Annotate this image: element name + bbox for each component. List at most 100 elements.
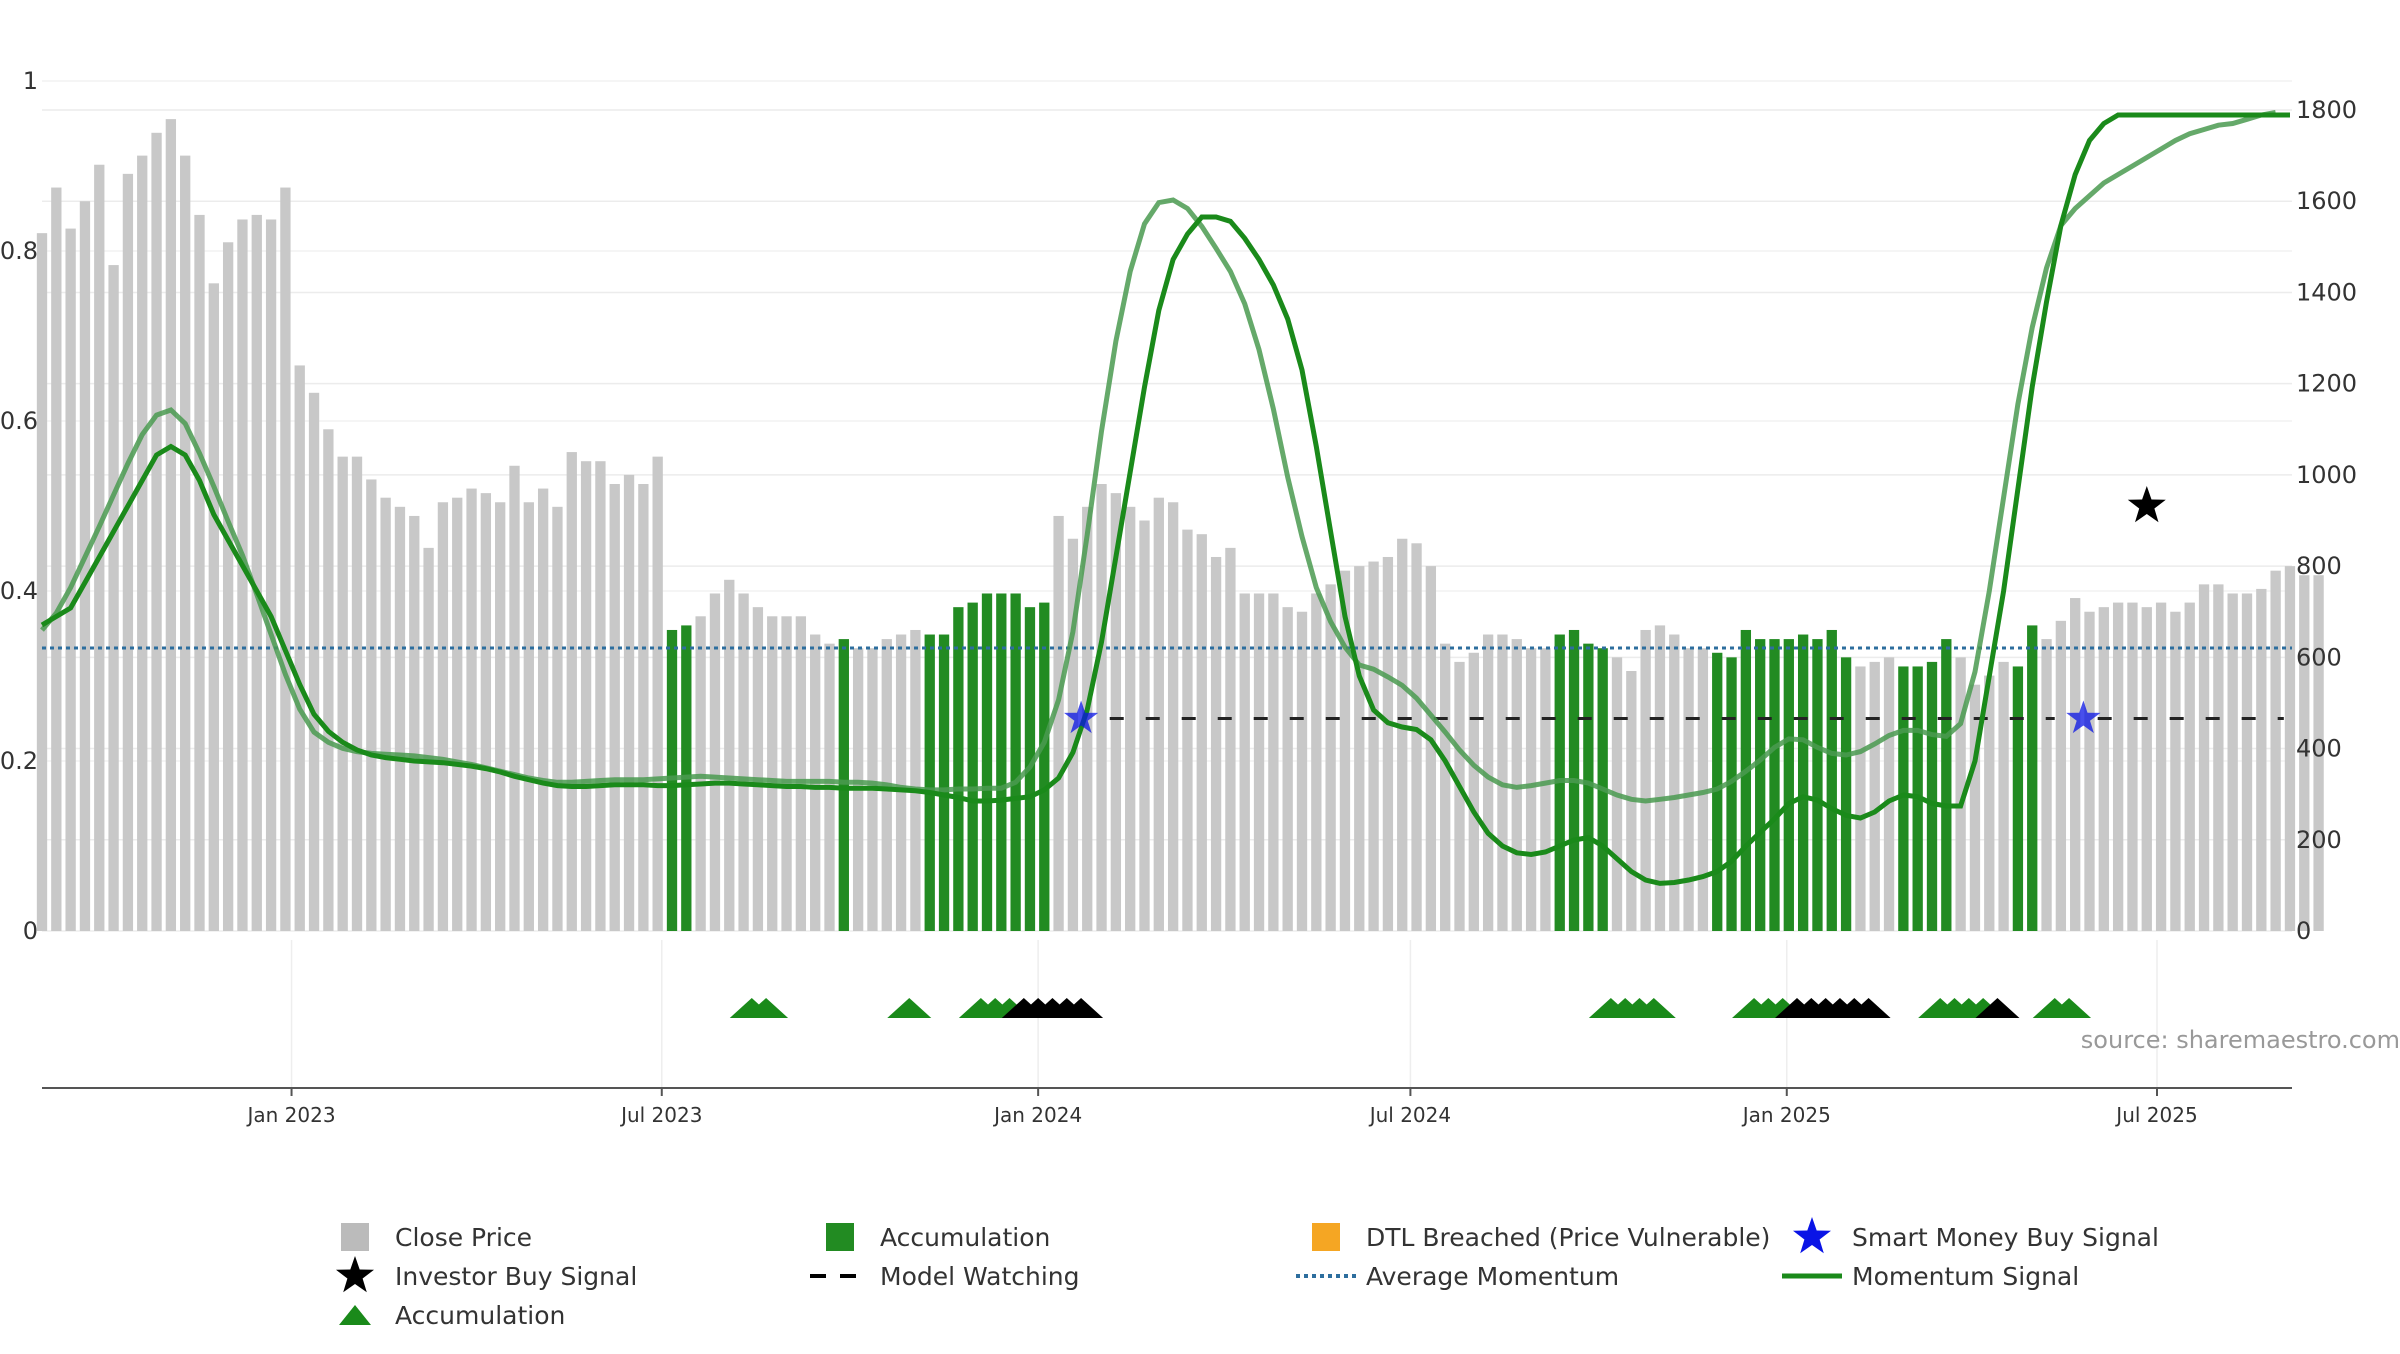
close-price-bar (1210, 556, 1222, 931)
close-price-bar (623, 474, 635, 931)
x-axis-tick-label: Jul 2024 (1368, 1103, 1451, 1127)
x-axis-tick-label: Jan 2025 (1741, 1103, 1831, 1127)
close-price-bar (1640, 629, 1651, 931)
axes: 0 0.2 0.4 0.6 0.8 1 0 200 400 600 800 1000 1200 1400 1… (0, 67, 2357, 945)
right-axis-tick-label: 400 (2296, 735, 2342, 763)
right-axis-tick-label: 1800 (2296, 96, 2357, 124)
left-axis-tick-label: 1 (23, 67, 38, 95)
close-price-bar (1325, 584, 1336, 931)
buy-signals (1064, 486, 2166, 734)
close-price-bar (452, 497, 463, 931)
close-price-bar (1167, 502, 1179, 931)
close-price-bar (208, 283, 219, 931)
accumulation-triangle-icon (744, 998, 789, 1018)
legend-item: Momentum Signal (1782, 1262, 2079, 1291)
accumulation-bar (967, 602, 978, 931)
close-price-bar (1382, 556, 1394, 931)
close-price-bar (724, 579, 735, 931)
close-price-bar (1955, 657, 1966, 931)
close-price-bar (1067, 538, 1079, 931)
close-price-bar (509, 465, 520, 931)
close-price-bar (1253, 593, 1265, 931)
close-price-bar (2170, 611, 2181, 931)
close-price-bar (151, 132, 162, 932)
close-price-bar (2041, 639, 2052, 931)
x-axis-tick-label: Jan 2024 (992, 1103, 1082, 1127)
accumulation-triangle-icon (1631, 998, 1676, 1018)
accumulation-bar (1712, 652, 1723, 931)
close-price-bar (1225, 547, 1236, 931)
close-price-bar (1697, 648, 1709, 931)
legend-label: Momentum Signal (1852, 1262, 2079, 1291)
x-axis-tick-label: Jan 2023 (245, 1103, 335, 1127)
legend-label: DTL Breached (Price Vulnerable) (1366, 1223, 1770, 1252)
close-price-bar (1053, 515, 1064, 931)
close-price-bars (36, 119, 2324, 932)
close-price-bar (2141, 607, 2152, 931)
close-price-bar (767, 616, 778, 931)
close-price-bar (523, 502, 534, 931)
black-marker-triangle-icon (1059, 998, 1104, 1018)
close-price-bar (2213, 584, 2224, 931)
close-price-bar (609, 484, 620, 931)
close-price-bar (1482, 634, 1494, 931)
legend-item: DTL Breached (Price Vulnerable) (1312, 1223, 1770, 1252)
legend-label: Investor Buy Signal (395, 1262, 637, 1291)
legend-star-icon (336, 1256, 374, 1293)
left-axis-tick-label: 0.6 (0, 407, 38, 435)
accumulation-bar (1840, 657, 1852, 931)
grid (42, 80, 2292, 1088)
source-note: source: sharemaestro.com (2081, 1026, 2400, 1054)
close-price-bar (251, 214, 262, 932)
smart-money-buy-star-icon (1064, 700, 1099, 734)
close-price-bar (380, 497, 391, 931)
close-price-bar (910, 629, 921, 931)
legend-item: Model Watching (810, 1262, 1080, 1291)
close-price-bar (2299, 575, 2310, 931)
close-price-bar (165, 119, 177, 932)
legend-item: Close Price (341, 1223, 532, 1252)
close-price-bar (394, 506, 406, 931)
close-price-bar (36, 233, 48, 931)
close-price-bar (1311, 593, 1322, 931)
legend-label: Accumulation (395, 1301, 565, 1330)
close-price-bar (1139, 520, 1150, 931)
close-price-bar (709, 593, 721, 931)
legend-star-icon (1793, 1217, 1831, 1254)
close-price-bar (1454, 661, 1465, 931)
legend-label: Average Momentum (1366, 1262, 1619, 1291)
left-axis-tick-label: 0 (23, 917, 38, 945)
x-axis: Jan 2023 Jul 2023 Jan 2024 Jul 2024 Jan 2025… (42, 1087, 2292, 1127)
close-price-bar (180, 155, 191, 932)
close-price-bar (895, 634, 907, 931)
smart-money-buy-star-icon (2066, 700, 2101, 734)
left-axis-tick-label: 0.4 (0, 577, 38, 605)
close-price-bar (638, 484, 649, 931)
close-price-bar (1268, 593, 1279, 931)
accumulation-bar (1783, 639, 1794, 931)
close-price-bar (738, 593, 749, 931)
legend-item: Smart Money Buy Signal (1793, 1217, 2159, 1254)
accumulation-bar (938, 634, 950, 931)
close-price-bar (1239, 593, 1250, 931)
marker-row (729, 998, 2092, 1018)
accumulation-bar (1769, 639, 1780, 931)
accumulation-triangle-icon (887, 998, 932, 1018)
accumulation-bar (838, 639, 849, 931)
close-price-bar (1354, 566, 1365, 931)
accumulation-bar (1726, 657, 1737, 931)
close-price-bar (652, 456, 663, 931)
accumulation-bar (1926, 661, 1938, 931)
close-price-bar (566, 452, 577, 931)
close-price-bar (1125, 506, 1136, 931)
close-price-bar (1182, 529, 1193, 931)
close-price-bar (1654, 625, 1666, 931)
x-axis-tick-label: Jul 2025 (2114, 1103, 2197, 1127)
close-price-bar (595, 461, 606, 931)
accumulation-bar (953, 607, 964, 931)
close-price-bar (1096, 484, 1107, 931)
accumulation-bar (1583, 643, 1594, 931)
close-price-bar (2084, 611, 2095, 931)
close-price-bar (423, 547, 434, 931)
